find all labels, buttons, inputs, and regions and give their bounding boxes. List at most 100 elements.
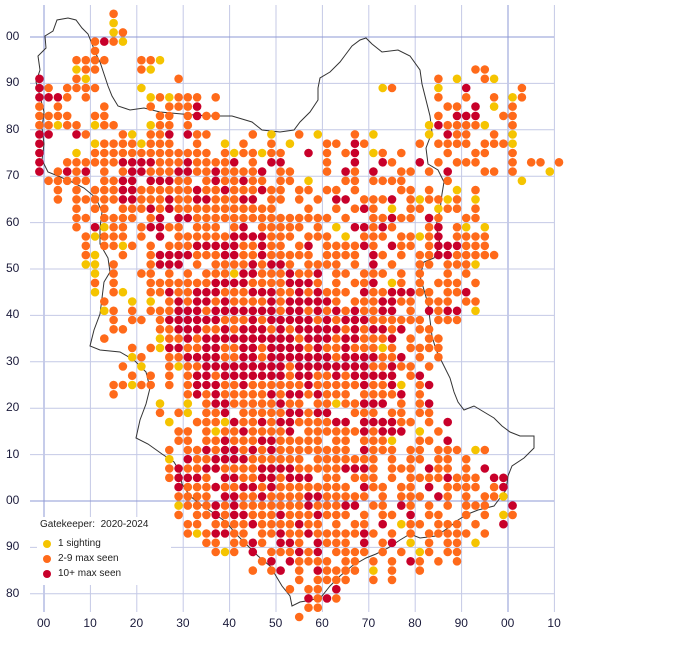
record-dot — [90, 158, 100, 167]
record-dot — [183, 250, 193, 260]
record-dot — [220, 325, 230, 334]
record-dot — [461, 120, 471, 130]
record-dot — [174, 325, 183, 334]
y-axis-tick-label: 60 — [6, 214, 20, 229]
record-dot — [332, 139, 341, 148]
record-dot — [424, 222, 434, 232]
record-dot — [424, 130, 434, 139]
record-dot — [229, 547, 239, 557]
record-dot — [341, 250, 350, 260]
record-dot — [471, 195, 480, 204]
record-dot — [276, 464, 285, 473]
y-axis-tick-label: 00 — [6, 29, 20, 43]
record-dot — [90, 232, 100, 241]
record-dot — [229, 325, 239, 334]
record-dot — [350, 306, 360, 316]
record-dot — [369, 297, 378, 306]
record-dot — [192, 241, 202, 251]
record-dot — [350, 176, 360, 186]
record-dot — [434, 464, 443, 473]
record-dot — [257, 399, 267, 408]
record-dot — [183, 501, 193, 510]
record-dot — [202, 343, 211, 353]
record-dot — [248, 352, 258, 362]
record-dot — [341, 482, 350, 492]
record-dot — [183, 529, 193, 538]
record-dot — [257, 204, 267, 213]
record-dot — [294, 362, 304, 371]
record-dot — [350, 325, 360, 334]
record-dot — [165, 158, 174, 167]
record-dot — [211, 287, 220, 297]
record-dot — [387, 390, 397, 399]
record-dot — [285, 278, 295, 288]
record-dot — [359, 352, 369, 362]
record-dot — [220, 269, 230, 278]
record-dot — [471, 250, 480, 260]
record-dot — [341, 241, 350, 251]
record-dot — [341, 148, 350, 158]
record-dot — [369, 334, 378, 343]
record-dot — [229, 482, 239, 492]
record-dot — [146, 343, 155, 353]
record-dot — [239, 445, 248, 455]
x-axis-tick-label: 40 — [222, 616, 236, 630]
record-dot — [239, 390, 248, 399]
record-dot — [90, 55, 100, 65]
record-dot — [109, 306, 118, 316]
record-dot — [443, 130, 453, 139]
record-dot — [443, 492, 453, 501]
record-dot — [202, 213, 211, 223]
record-dot — [406, 482, 415, 492]
record-dot — [220, 315, 230, 325]
record-dot — [285, 473, 295, 483]
record-dot — [44, 111, 53, 121]
record-dot — [471, 501, 480, 510]
record-dot — [406, 343, 415, 353]
record-dot — [480, 120, 490, 130]
record-dot — [220, 343, 230, 353]
record-dot — [406, 417, 415, 427]
record-dot — [211, 111, 220, 121]
record-dot — [165, 315, 174, 325]
record-dot — [322, 417, 332, 427]
record-dot — [322, 325, 332, 334]
record-dot — [434, 74, 443, 84]
record-dot — [183, 352, 193, 362]
record-dot — [109, 325, 118, 334]
record-dot — [267, 306, 276, 316]
record-dot — [229, 260, 239, 269]
record-dot — [359, 325, 369, 334]
record-dot — [322, 408, 332, 418]
record-dot — [174, 278, 183, 288]
record-dot — [220, 306, 230, 316]
record-dot — [192, 297, 202, 306]
record-dot — [202, 167, 211, 176]
record-dot — [480, 529, 490, 538]
record-dot — [267, 492, 276, 501]
record-dot — [294, 343, 304, 353]
record-dot — [406, 510, 415, 520]
record-dot — [434, 427, 443, 436]
record-dot — [229, 167, 239, 176]
record-dot — [332, 492, 341, 501]
record-dot — [359, 139, 369, 148]
record-dot — [322, 315, 332, 325]
record-dot — [229, 334, 239, 343]
record-dot — [313, 547, 323, 557]
record-dot — [276, 492, 285, 501]
legend-item-2-9-max: 2-9 max seen — [39, 551, 169, 566]
record-dot — [387, 241, 397, 251]
record-dot — [434, 158, 443, 167]
record-dot — [239, 306, 248, 316]
record-dot — [248, 408, 258, 418]
record-dot — [192, 334, 202, 343]
record-dot — [359, 287, 369, 297]
record-dot — [202, 501, 211, 510]
record-dot — [406, 167, 415, 176]
record-dot — [369, 417, 378, 427]
record-dot — [146, 297, 155, 306]
x-axis-tick-label: 10 — [547, 616, 561, 630]
record-dot — [536, 158, 545, 167]
record-dot — [239, 464, 248, 473]
